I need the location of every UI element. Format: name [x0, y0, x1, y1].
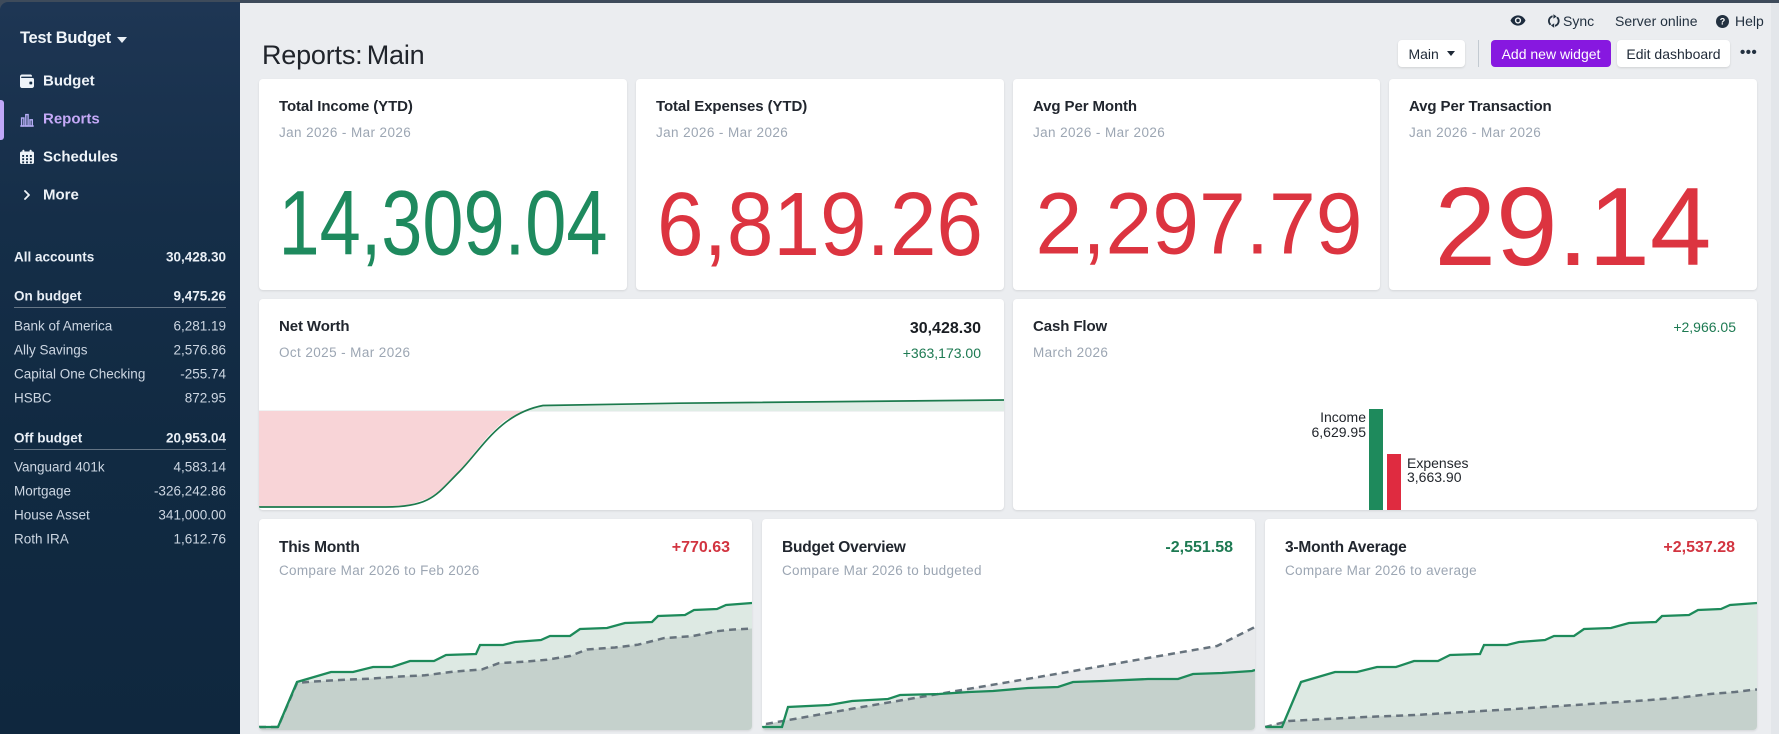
svg-text:6,819.26: 6,819.26 — [657, 175, 983, 275]
svg-text:?: ? — [1720, 17, 1726, 27]
svg-text:14,309.04: 14,309.04 — [279, 173, 608, 275]
svg-text:29.14: 29.14 — [1435, 165, 1712, 289]
svg-text:2,297.79: 2,297.79 — [1036, 176, 1363, 273]
